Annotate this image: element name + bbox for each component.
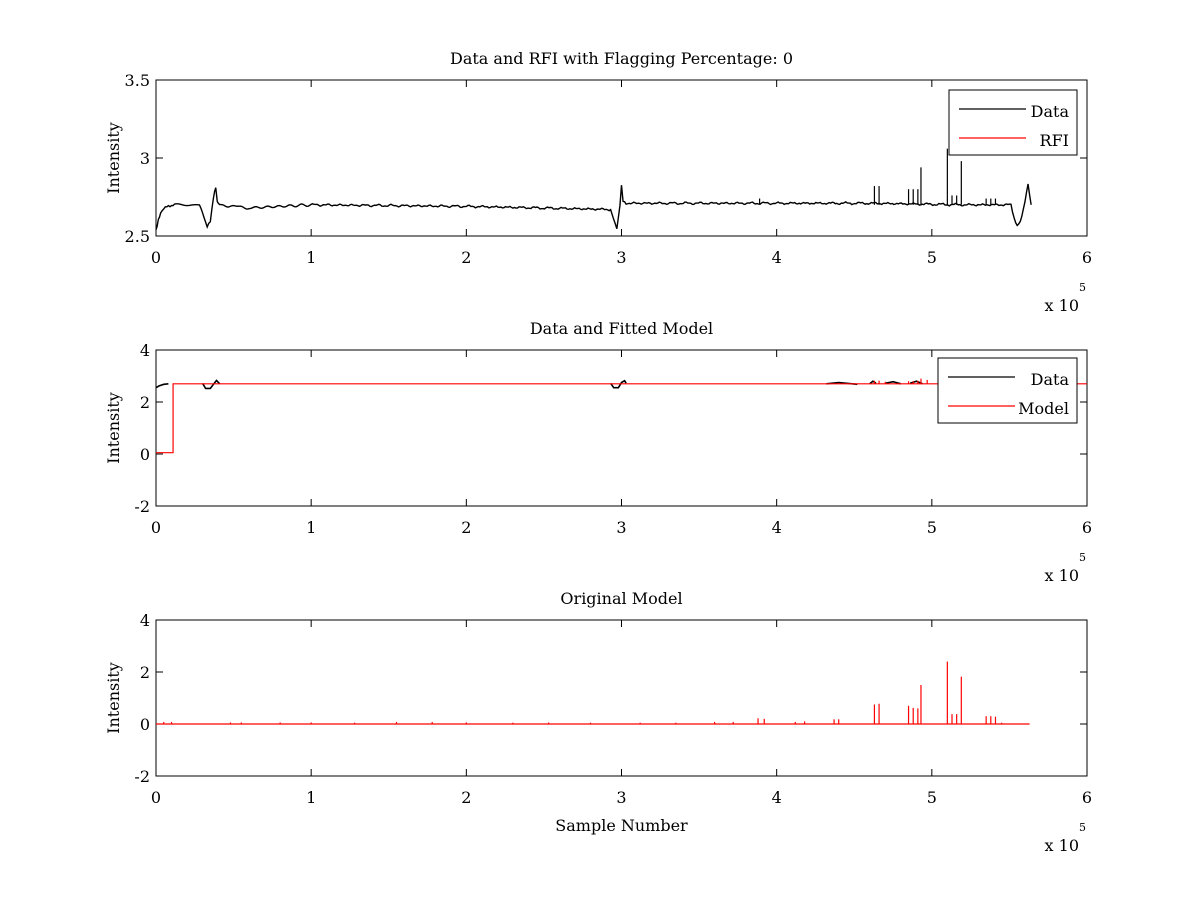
- x-tick-label: 4: [772, 788, 782, 807]
- subplot-1: Data and RFI with Flagging Percentage: 0…: [104, 49, 1092, 315]
- x-tick-label: 3: [616, 788, 626, 807]
- x-tick-label: 1: [306, 788, 316, 807]
- legend-label: Model: [1018, 399, 1069, 418]
- x-tick-label: 0: [151, 788, 161, 807]
- data-segment: [201, 379, 221, 390]
- series-data: [155, 379, 923, 390]
- x-multiplier-exponent: 5: [1079, 551, 1086, 564]
- y-axis-label: Intensity: [104, 392, 123, 464]
- y-tick-label: -2: [134, 767, 150, 786]
- data-segment: [155, 383, 169, 389]
- legend-box: [937, 357, 1078, 424]
- x-multiplier-base: x 10: [1045, 296, 1079, 315]
- x-multiplier-exponent: 5: [1079, 281, 1086, 294]
- series-model: [156, 378, 1087, 454]
- x-tick-label: 0: [151, 248, 161, 267]
- x-tick-label: 0: [151, 518, 161, 537]
- y-tick-label: 0: [140, 445, 150, 464]
- data-segment: [609, 379, 627, 389]
- legend: Data Model: [937, 357, 1078, 424]
- x-tick-label: 5: [927, 788, 937, 807]
- x-multiplier-exponent: 5: [1079, 821, 1086, 834]
- x-tick-label: 6: [1082, 248, 1092, 267]
- legend-label: RFI: [1040, 131, 1069, 150]
- y-tick-label: 3: [140, 149, 150, 168]
- y-tick-label: -2: [134, 497, 150, 516]
- y-axis-label: Intensity: [104, 662, 123, 734]
- x-tick-label: 2: [461, 518, 471, 537]
- x-tick-label: 4: [772, 248, 782, 267]
- x-tick-label: 3: [616, 248, 626, 267]
- y-tick-label: 2: [140, 663, 150, 682]
- series-model: [156, 661, 1030, 725]
- x-tick-label: 4: [772, 518, 782, 537]
- x-tick-label: 2: [461, 788, 471, 807]
- x-axis-label: Sample Number: [555, 816, 688, 835]
- x-tick-label: 5: [927, 248, 937, 267]
- x-tick-label: 6: [1082, 788, 1092, 807]
- model-line: [156, 383, 1087, 454]
- data-segment: [885, 380, 902, 385]
- x-tick-label: 6: [1082, 518, 1092, 537]
- y-tick-label: 2: [140, 393, 150, 412]
- chart-title: Data and RFI with Flagging Percentage: 0: [450, 49, 793, 68]
- chart-title: Original Model: [560, 589, 682, 608]
- x-tick-label: 1: [306, 518, 316, 537]
- y-tick-label: 3.5: [125, 71, 150, 90]
- x-tick-label: 2: [461, 248, 471, 267]
- x-multiplier-base: x 10: [1045, 836, 1079, 855]
- y-tick-label: 4: [140, 611, 150, 630]
- y-tick-label: 0: [140, 715, 150, 734]
- x-tick-label: 1: [306, 248, 316, 267]
- x-tick-label: 3: [616, 518, 626, 537]
- legend: Data RFI: [948, 89, 1078, 156]
- legend-box: [948, 89, 1078, 156]
- y-axis-label: Intensity: [104, 122, 123, 194]
- legend-label: Data: [1031, 370, 1070, 389]
- chart-title: Data and Fitted Model: [530, 319, 713, 338]
- y-tick-label: 2.5: [125, 227, 150, 246]
- series-data: [155, 148, 1032, 230]
- x-tick-label: 5: [927, 518, 937, 537]
- legend-label: Data: [1031, 102, 1070, 121]
- y-tick-label: 4: [140, 341, 150, 360]
- data-line: [155, 183, 1032, 230]
- x-multiplier-base: x 10: [1045, 566, 1079, 585]
